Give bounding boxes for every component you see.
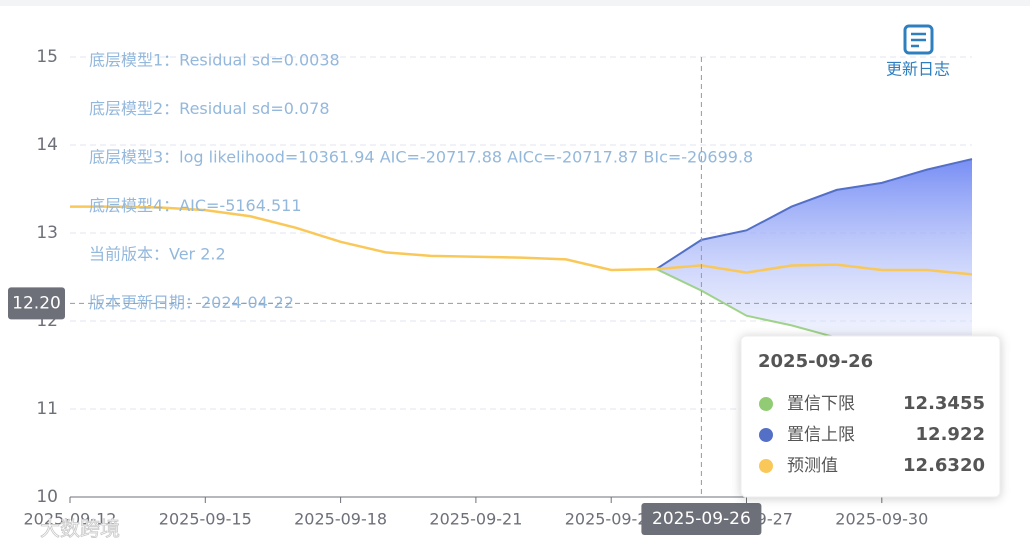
tooltip-value: 12.6320 (903, 455, 985, 476)
x-tick-label: 2025-09-12 (24, 510, 117, 529)
annotation: 底层模型2：Residual sd=0.078 (89, 99, 330, 118)
annotation: 底层模型1：Residual sd=0.0038 (89, 51, 340, 70)
series-line (655, 158, 973, 270)
tooltip-title: 2025-09-26 (758, 351, 873, 372)
y-tick-label: 11 (36, 399, 58, 419)
x-pointer-label: 2025-09-26 (652, 509, 751, 529)
tooltip-marker (759, 397, 773, 411)
y-tick-label: 15 (36, 47, 58, 67)
x-tick-label: 2025-09-21 (429, 510, 522, 529)
tooltip-series-name: 预测值 (787, 456, 838, 476)
y-tick-label: 13 (36, 223, 58, 243)
button-label[interactable]: 更新日志 (886, 60, 950, 79)
annotation: 底层模型4：AIC=-5164.511 (89, 196, 302, 215)
top-strip (0, 0, 1030, 6)
tooltip-box (740, 335, 1001, 498)
y-tick-label: 14 (36, 135, 58, 155)
series-line (70, 205, 973, 276)
watermark: 大数跨境 (40, 517, 120, 541)
tooltip-value: 12.3455 (903, 393, 985, 414)
tooltip: 2025-09-26 置信下限 12.3455 置信上限 12.922 预测值 12.632… (740, 335, 1001, 498)
y-tick-label: 10 (36, 487, 58, 507)
annotation: 当前版本：Ver 2.2 (89, 245, 226, 264)
x-pointer-label-bg (641, 503, 762, 535)
update-log-button[interactable]: 更新日志 (886, 24, 950, 79)
y-pointer-label-bg (8, 287, 65, 320)
annotation: 版本更新日期：2024-04-22 (89, 293, 294, 312)
x-tick-label: 2025-09-15 (159, 510, 252, 529)
button-icon (903, 24, 934, 55)
x-tick-label: 2025-09-18 (294, 510, 387, 529)
annotation: 底层模型3：log likelihood=10361.94 AIC=-20717… (89, 148, 753, 167)
tooltip-marker (759, 428, 773, 442)
tooltip-series-name: 置信下限 (787, 394, 855, 414)
tooltip-series-name: 置信上限 (787, 425, 855, 445)
confidence-band (656, 159, 972, 390)
tooltip-marker (759, 459, 773, 473)
tooltip-value: 12.922 (916, 424, 985, 445)
x-tick-label: 2025-09-24 (565, 510, 658, 529)
x-tick-label: 2025-09-30 (835, 510, 928, 529)
y-pointer-label: 12.20 (12, 293, 61, 313)
